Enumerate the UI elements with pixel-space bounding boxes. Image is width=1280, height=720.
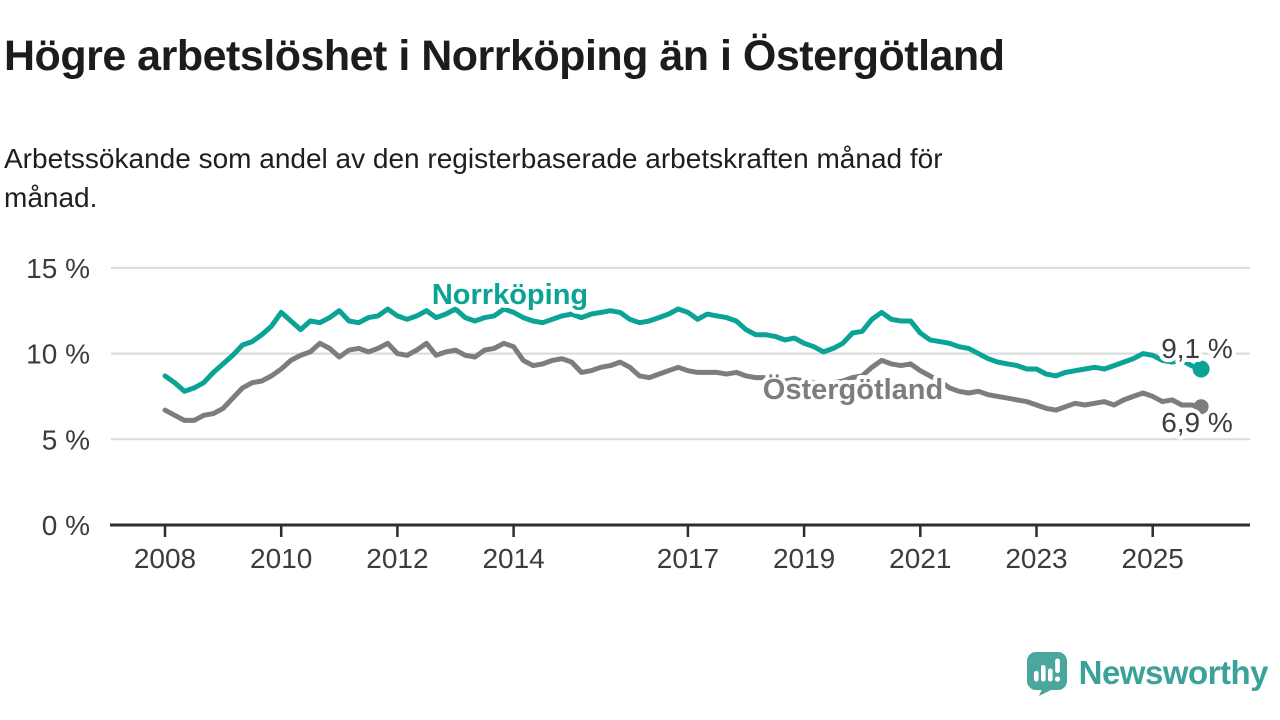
x-tick-label: 2017	[657, 543, 719, 574]
y-tick-label: 15 %	[26, 253, 90, 284]
x-tick-label: 2010	[250, 543, 312, 574]
exclamation-bar	[1054, 658, 1060, 673]
speech-bubble-shape	[1026, 652, 1067, 696]
y-tick-label: 10 %	[26, 339, 90, 370]
series-label-ostergotland: Östergötland	[763, 373, 943, 406]
exclamation-dot	[1054, 676, 1060, 682]
x-tick-label: 2023	[1005, 543, 1067, 574]
chart-subtitle-line1: Arbetssökande som andel av den registerb…	[4, 143, 943, 174]
x-tick-label: 2025	[1122, 543, 1184, 574]
page-title: Högre arbetslöshet i Norrköping än i Öst…	[4, 32, 1005, 80]
newsworthy-logo: Newsworthy	[1024, 649, 1269, 696]
series-line-norrkoping	[162, 306, 1204, 394]
x-tick-label: 2019	[773, 543, 835, 574]
value-label-ostergotland: 6,9 %	[1161, 407, 1233, 438]
value-label-norrkoping: 9,1 %	[1161, 333, 1233, 364]
bar-1	[1033, 671, 1039, 682]
series-end-dot-norrkoping	[1192, 360, 1210, 378]
series-end-dot-ostergotland	[1193, 399, 1209, 415]
newsworthy-wordmark: Newsworthy	[1078, 653, 1269, 691]
chart-subtitle: Arbetssökande som andel av den registerb…	[4, 139, 1234, 217]
y-tick-label: 5 %	[42, 424, 90, 455]
y-tick-label: 0 %	[42, 510, 90, 541]
x-tick-label: 2014	[482, 543, 544, 574]
series-label-norrkoping: Norrköping	[432, 279, 588, 311]
x-tick-label: 2021	[889, 543, 951, 574]
chart-subtitle-line2: månad.	[4, 182, 98, 213]
newsworthy-logo-icon	[1026, 652, 1067, 696]
x-tick-label: 2008	[134, 543, 196, 574]
x-tick-label: 2012	[366, 543, 428, 574]
bar-3	[1047, 668, 1053, 682]
series-line-ostergotland	[162, 340, 1204, 423]
bar-2	[1040, 665, 1046, 682]
